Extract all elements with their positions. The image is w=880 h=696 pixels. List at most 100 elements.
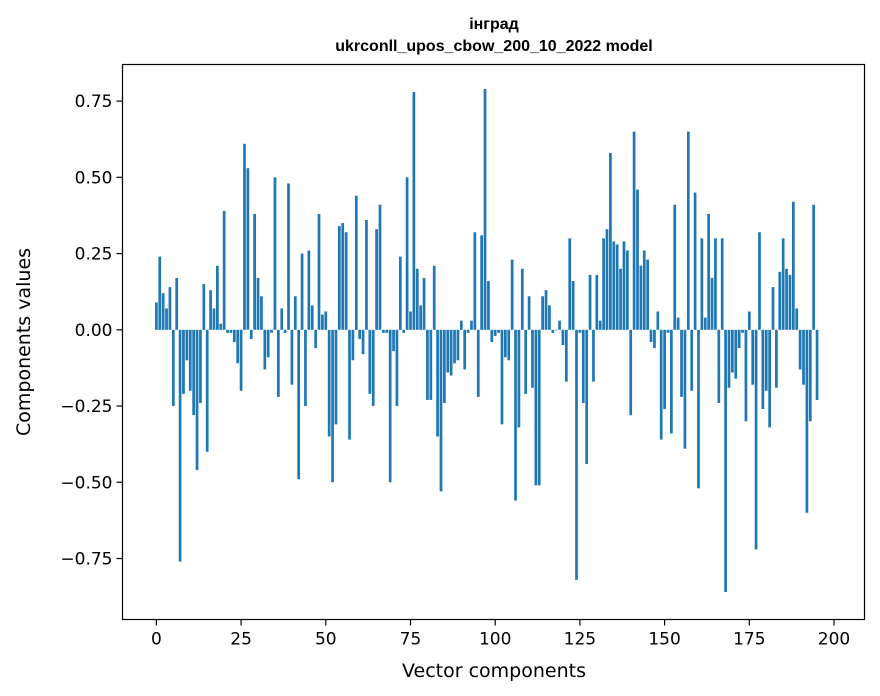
bar: [676, 317, 680, 330]
bar: [222, 210, 226, 330]
bar: [686, 131, 690, 330]
bar: [290, 329, 294, 385]
bar: [588, 274, 592, 330]
bar: [703, 317, 707, 330]
bar: [761, 329, 765, 410]
bar: [249, 329, 253, 339]
y-tick-label: 0.50: [75, 168, 113, 188]
bar: [212, 308, 216, 330]
bar: [768, 329, 771, 428]
bar: [334, 329, 338, 425]
bar: [232, 329, 236, 342]
x-tick-label: 100: [479, 630, 511, 650]
bar: [795, 308, 799, 330]
bar: [209, 290, 212, 330]
bar: [205, 329, 209, 452]
bar: [487, 281, 490, 330]
x-tick-label: 50: [315, 630, 337, 650]
bar: [300, 253, 304, 330]
bar: [609, 152, 612, 330]
bar: [500, 329, 504, 425]
bar: [727, 329, 731, 388]
bar: [510, 259, 514, 330]
bar: [734, 329, 738, 379]
bar: [520, 268, 524, 330]
bar: [402, 329, 406, 333]
bar: [473, 232, 477, 330]
bar: [747, 311, 751, 330]
bar: [382, 329, 385, 333]
bar: [517, 329, 521, 428]
bar: [266, 329, 270, 358]
bar: [670, 329, 673, 434]
bar: [422, 277, 426, 330]
bar: [283, 329, 287, 333]
bar: [561, 329, 565, 346]
bar: [395, 329, 399, 407]
bar: [629, 329, 633, 416]
bar: [202, 284, 206, 330]
bar: [514, 329, 517, 501]
bar: [263, 329, 267, 370]
bar: [741, 329, 744, 333]
bar: [432, 265, 436, 330]
bar: [392, 329, 395, 352]
x-tick-label: 125: [564, 630, 596, 650]
bar: [273, 177, 277, 330]
bar: [260, 296, 263, 330]
bar: [575, 329, 578, 580]
x-tick-label: 150: [648, 630, 680, 650]
bar: [470, 320, 473, 330]
bar: [341, 223, 345, 330]
x-axis-ticks: 0 25 50 75 100 125 150 175 200: [151, 619, 850, 650]
bar: [371, 329, 375, 407]
y-tick-label: −0.25: [60, 397, 112, 417]
bar: [778, 271, 782, 330]
bar: [592, 329, 595, 382]
bar: [731, 329, 734, 373]
bar: [344, 232, 348, 330]
y-axis-label: Components values: [13, 248, 35, 436]
bar: [226, 329, 229, 333]
bar: [219, 323, 223, 330]
bar: [277, 329, 280, 397]
bar: [415, 268, 419, 330]
bar: [175, 277, 179, 330]
x-axis-label: Vector components: [402, 660, 586, 682]
bar: [165, 308, 168, 330]
bar: [737, 329, 741, 349]
bar: [659, 329, 663, 440]
bar: [785, 268, 788, 330]
bar: [199, 329, 202, 403]
bar: [527, 296, 531, 330]
bar: [192, 329, 196, 416]
bar: [304, 329, 307, 407]
bar: [791, 201, 795, 330]
bar: [314, 329, 317, 349]
x-tick-label: 75: [400, 630, 422, 650]
bar: [578, 329, 582, 333]
bar: [720, 238, 724, 330]
bar: [243, 143, 246, 330]
x-tick-label: 25: [230, 630, 252, 650]
bar: [443, 329, 446, 403]
bar: [636, 189, 639, 330]
bar: [541, 296, 544, 330]
bar: [697, 329, 700, 489]
bar: [331, 329, 334, 483]
bar: [453, 329, 456, 364]
y-tick-label: 0.00: [75, 321, 113, 341]
bar: [321, 314, 324, 330]
bar: [195, 329, 199, 471]
bar: [246, 168, 250, 330]
bar: [385, 329, 389, 333]
bar: [571, 281, 575, 330]
bar: [653, 329, 656, 349]
bar: [307, 250, 311, 330]
bar: [459, 320, 463, 330]
bar: [446, 329, 450, 373]
y-tick-label: 0.25: [75, 245, 113, 265]
bar: [375, 229, 378, 330]
bar: [337, 226, 341, 330]
bar: [724, 329, 727, 593]
